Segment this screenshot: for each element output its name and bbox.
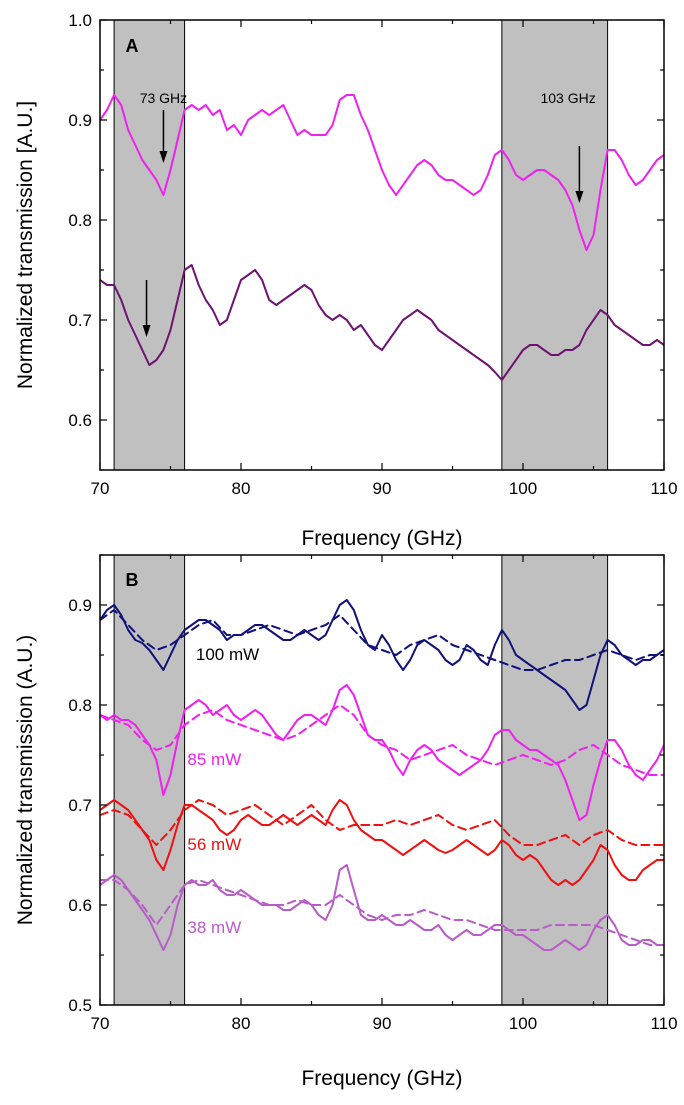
- series-label: 38 mW: [187, 918, 241, 937]
- y-tick-label: 0.9: [68, 596, 92, 615]
- series-line-4-solid: [100, 799, 664, 886]
- shaded-band-0: [113, 19, 186, 471]
- series-line-5-dashed: [100, 799, 664, 846]
- series-line-2-solid: [100, 684, 664, 821]
- x-tick-label: 80: [232, 1014, 251, 1033]
- annotation-arrow-head: [575, 191, 584, 203]
- x-tick-label: 110: [650, 479, 677, 498]
- panel-b: 70 80 90 100 110 0.5 0.6 0.7 0.8 0.9 Frequency (GH…: [14, 554, 678, 1090]
- x-tick-label: 110: [650, 1014, 677, 1033]
- x-tick-label: 100: [509, 479, 537, 498]
- x-tick-label: 90: [373, 1014, 392, 1033]
- y-tick-label: 0.8: [68, 211, 92, 230]
- y-tick-label: 0.8: [68, 696, 92, 715]
- y-tick-label: 0.7: [68, 796, 92, 815]
- y-axis-label: Normalized transmission [A.U.]: [14, 101, 37, 389]
- x-tick-label: 70: [91, 479, 110, 498]
- x-tick-label: 80: [232, 479, 251, 498]
- series-line-1-solid: [100, 264, 664, 381]
- series-line-7-dashed: [100, 879, 664, 946]
- series-label: 56 mW: [187, 835, 241, 854]
- shaded-band-0: [113, 554, 186, 1006]
- series-group: [100, 599, 664, 951]
- panel-a: 70 80 90 100 110 0.6 0.7 0.8 0.9 1.0 Frequency (GH…: [14, 11, 678, 550]
- series-label: 100 mW: [196, 645, 259, 664]
- panel-letter: B: [126, 570, 139, 590]
- series-line-3-dashed: [100, 704, 664, 776]
- x-tick-label: 100: [509, 1014, 537, 1033]
- annotation-arrow-head: [142, 325, 151, 337]
- x-tick-label: 90: [373, 479, 392, 498]
- series-label: 85 mW: [187, 750, 241, 769]
- annotation-label: 103 GHz: [540, 90, 595, 106]
- x-axis-label: Frequency (GHz): [301, 527, 462, 550]
- x-axis-label: Frequency (GHz): [301, 1067, 462, 1090]
- y-tick-label: 0.5: [68, 996, 92, 1015]
- shaded-band-1: [501, 554, 609, 1006]
- series-line-1-dashed: [100, 609, 664, 671]
- shaded-band-1: [501, 19, 609, 471]
- series-group: [100, 94, 664, 381]
- y-tick-label: 0.9: [68, 111, 92, 130]
- annotation-arrow-head: [159, 151, 168, 163]
- annotation-label: 73 GHz: [140, 90, 187, 106]
- y-tick-label: 0.6: [68, 411, 92, 430]
- y-tick-label: 0.7: [68, 311, 92, 330]
- panel-letter: A: [126, 36, 139, 56]
- y-axis-label: Normalized transmission (A.U.): [14, 635, 37, 926]
- x-tick-label: 70: [91, 1014, 110, 1033]
- y-tick-label: 0.6: [68, 896, 92, 915]
- series-line-0-solid: [100, 94, 664, 251]
- series-line-0-solid: [100, 599, 664, 711]
- y-tick-label: 1.0: [68, 11, 92, 30]
